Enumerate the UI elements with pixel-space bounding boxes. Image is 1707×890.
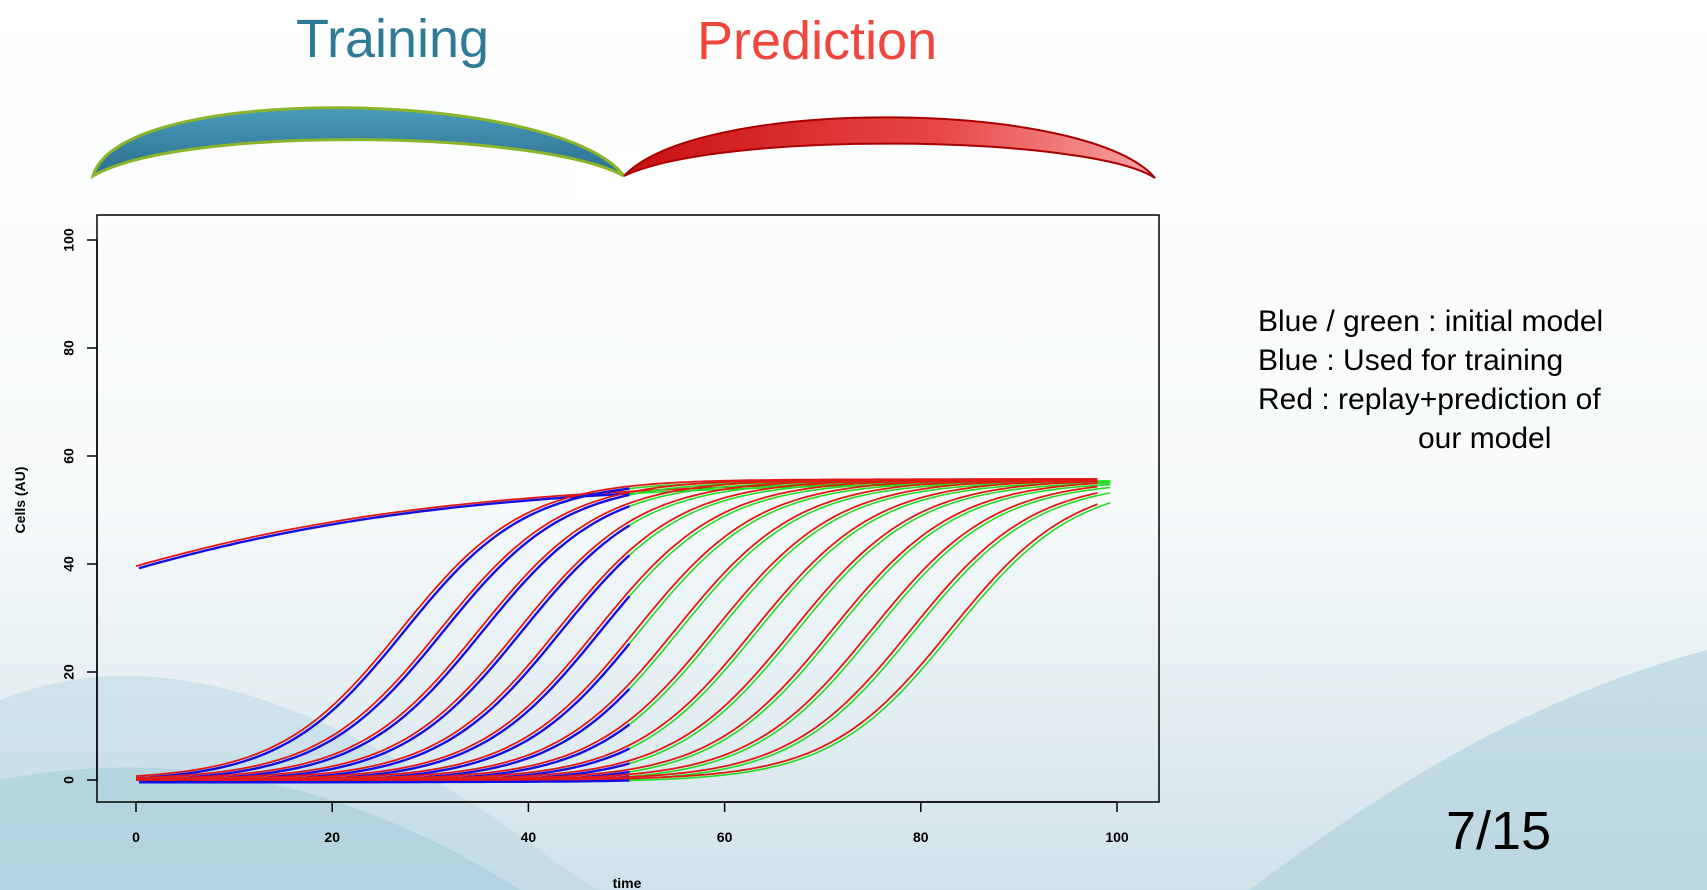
legend-line-1: Blue / green : initial model [1258,305,1604,338]
blue-series-line [138,492,630,570]
blue-series-line [139,779,630,784]
red-series-line [136,492,1098,781]
blue-series-line [138,493,630,782]
x-axis-label: time [613,875,642,890]
y-tick-label: 20 [61,664,77,680]
red-series-line [136,503,1098,781]
y-tick-label: 40 [61,556,77,572]
x-tick-label: 60 [717,829,733,845]
red-series-line [136,478,1098,781]
x-tick-label: 20 [324,829,340,845]
blue-series-line [138,487,630,780]
y-axis-label: Cells (AU) [12,467,28,534]
red-series-line [135,478,1098,777]
green-series-line [629,482,1111,765]
y-tick-label: 100 [61,228,77,252]
axis-layer: 0 20 40 60 80 100 0 20 40 60 80 100 [61,228,1129,845]
y-tick-label: 80 [61,340,77,356]
x-tick-label: 100 [1105,829,1129,845]
legend-line-2: Blue : Used for training [1258,344,1564,377]
green-series-line [629,483,1111,773]
prediction-label: Prediction [697,11,938,71]
green-series-line [629,502,1111,782]
training-label: Training [296,9,490,69]
series-layer [135,478,1111,784]
red-series-line [136,478,1098,781]
red-series-line [136,478,1098,781]
legend: Blue / green : initial model Blue : Used… [1258,302,1703,458]
y-tick-label: 60 [61,448,77,464]
red-series-line [136,479,1098,781]
phase-braces [90,106,1156,202]
x-tick-label: 80 [913,829,929,845]
slide-number: 7/15 [1446,801,1552,861]
green-series-line [629,481,1111,750]
x-tick-label: 40 [521,829,537,845]
x-tick-label: 0 [132,829,140,845]
y-tick-label: 0 [61,776,77,784]
prediction-brace [623,116,1156,179]
green-series-line [629,492,1111,780]
plot-frame [96,214,1160,803]
legend-line-3: Red : replay+prediction of [1258,383,1601,416]
legend-line-4: our model [1418,422,1552,455]
green-series-line [629,486,1111,778]
